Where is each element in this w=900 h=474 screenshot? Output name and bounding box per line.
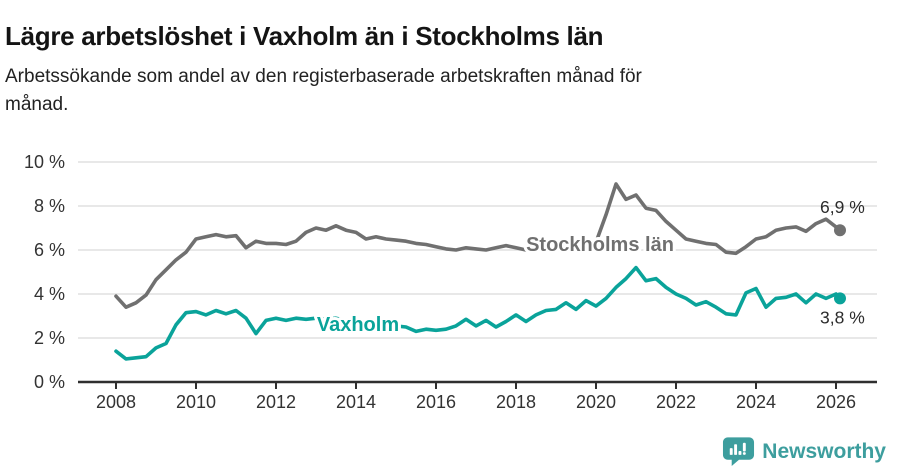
- chart-subtitle: Arbetssökande som andel av den registerb…: [5, 63, 825, 119]
- x-axis-label: 2010: [176, 392, 216, 412]
- logo-bar-1: [730, 448, 733, 455]
- brand-footer: Newsworthy: [722, 436, 886, 467]
- logo-exclamation-dot: [743, 452, 747, 455]
- x-axis-label: 2016: [416, 392, 456, 412]
- y-axis-label: 0 %: [34, 372, 65, 392]
- x-axis-label: 2022: [656, 392, 696, 412]
- x-axis-label: 2008: [96, 392, 136, 412]
- y-axis-label: 6 %: [34, 240, 65, 260]
- x-axis-label: 2012: [256, 392, 296, 412]
- brand-name: Newsworthy: [762, 439, 886, 463]
- y-axis-label: 2 %: [34, 328, 65, 348]
- series-line-vaxholm: [114, 265, 842, 361]
- x-axis-label: 2024: [736, 392, 776, 412]
- y-axis-label: 8 %: [34, 196, 65, 216]
- x-axis-label: 2020: [576, 392, 616, 412]
- y-axis-label: 10 %: [24, 152, 65, 172]
- unemployment-line-chart: 0 % 2 % 4 % 6 % 8 % 10 % 2008 2010 2012 2014 2016 2…: [24, 152, 877, 412]
- series-end-dot-stockholms-lan: [834, 224, 846, 237]
- series-end-dot-vaxholm: [834, 292, 846, 305]
- y-axis-label: 4 %: [34, 284, 65, 304]
- series-line-stockholms-lan: [114, 182, 842, 310]
- x-axis-label: 2026: [816, 392, 856, 412]
- logo-bar-3: [738, 451, 742, 455]
- logo-bar-2: [734, 444, 738, 455]
- logo-exclamation-bar: [743, 442, 747, 452]
- series-label-stockholms-lan: Stockholms län: [526, 234, 674, 256]
- series-label-vaxholm: Vaxholm: [317, 314, 399, 336]
- newsworthy-logo-icon: [723, 437, 755, 467]
- chart-title: Lägre arbetslöshet i Vaxholm än i Stockh…: [5, 21, 604, 52]
- x-axis-label: 2014: [336, 392, 376, 412]
- series-end-value-stockholms-lan: 6,9 %: [820, 197, 865, 217]
- x-axis-label: 2018: [496, 392, 536, 412]
- chart-subtitle-line-2: månad.: [5, 94, 69, 115]
- series-end-value-vaxholm: 3,8 %: [820, 307, 865, 327]
- chart-subtitle-line-1: Arbetssökande som andel av den registerb…: [5, 66, 642, 87]
